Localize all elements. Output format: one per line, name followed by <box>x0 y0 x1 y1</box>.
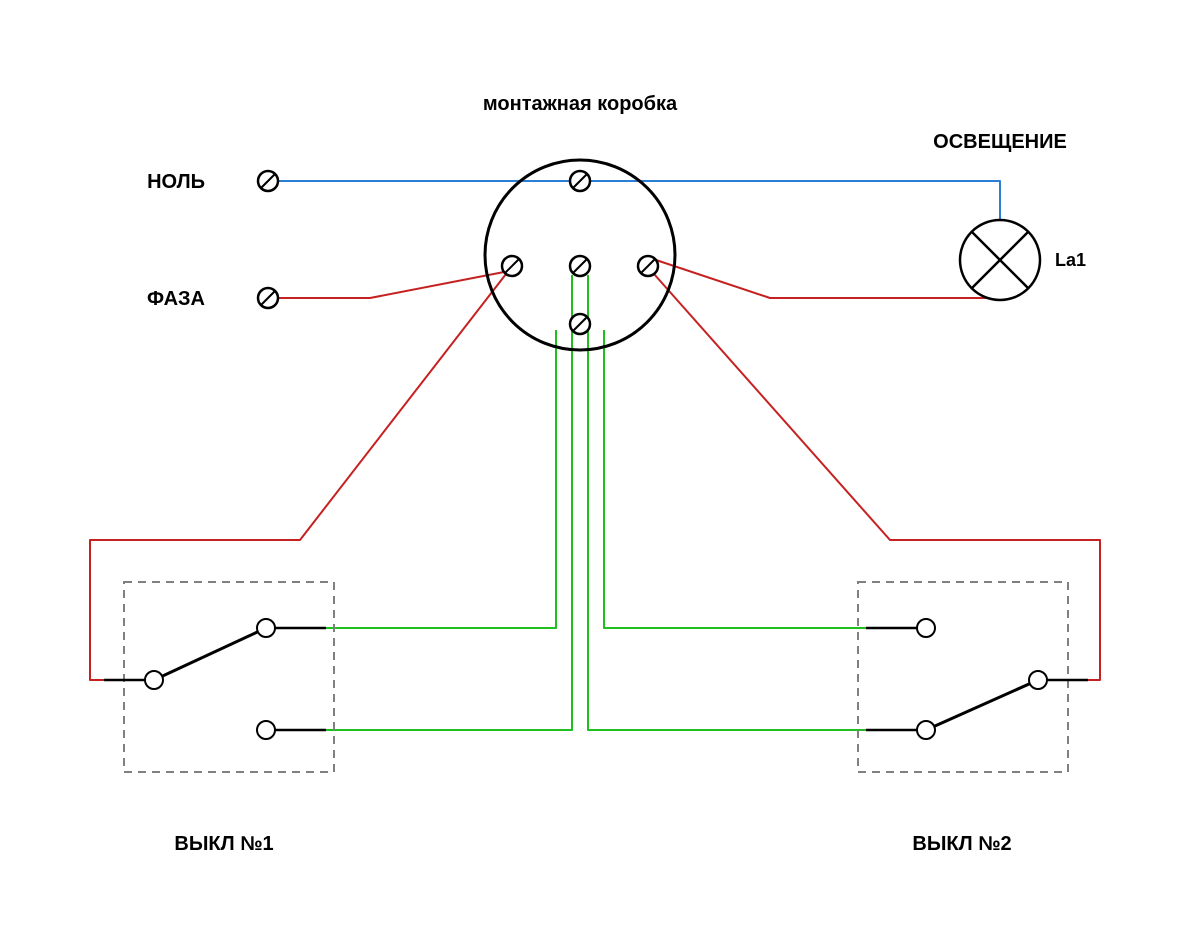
g-wires-phase-seg-2 <box>90 274 506 680</box>
phase-terminal <box>258 288 278 308</box>
switch-1-lever <box>154 628 266 680</box>
g-wires-phase-seg-1 <box>656 260 1000 298</box>
switch-1-t-top <box>257 619 275 637</box>
switch-2-lever <box>926 680 1038 730</box>
label-lamp: La1 <box>1055 250 1086 270</box>
switch-2-t-top <box>917 619 935 637</box>
switch-1-t-bot <box>257 721 275 739</box>
label-switch1: ВЫКЛ №1 <box>174 833 273 855</box>
label-junction_box: монтажная коробка <box>483 93 678 115</box>
lamp <box>960 220 1040 300</box>
switch-2-common <box>1029 671 1047 689</box>
input-terminals <box>258 171 278 308</box>
g-wires-traveler-seg-1 <box>275 275 572 730</box>
g-wires-neutral-seg-1 <box>590 181 1000 220</box>
junction-terminal-top <box>570 171 590 191</box>
label-lighting: ОСВЕЩЕНИЕ <box>933 131 1067 153</box>
label-neutral: НОЛЬ <box>147 171 205 193</box>
junction-terminal-right <box>638 256 658 276</box>
traveler-wires <box>275 275 917 730</box>
wiring-diagram: монтажная коробка НОЛЬ ФАЗА ОСВЕЩЕНИЕ La1 ВЫК… <box>0 0 1190 941</box>
g-wires-traveler-seg-2 <box>604 330 917 628</box>
junction-terminal-left <box>502 256 522 276</box>
label-switch2: ВЫКЛ №2 <box>912 833 1011 855</box>
junction-box <box>485 160 675 350</box>
g-wires-phase-seg-3 <box>654 274 1100 680</box>
junction-terminal-bottom <box>570 314 590 334</box>
g-wires-traveler-seg-0 <box>275 330 556 628</box>
neutral-terminal <box>258 171 278 191</box>
labels: монтажная коробка НОЛЬ ФАЗА ОСВЕЩЕНИЕ La1 ВЫК… <box>147 93 1086 855</box>
phase-wires <box>90 260 1100 680</box>
neutral-wires <box>278 181 1000 220</box>
switch-1 <box>104 582 334 772</box>
switch-2-t-bot <box>917 721 935 739</box>
switch-2 <box>858 582 1088 772</box>
junction-terminal-center <box>570 256 590 276</box>
label-phase: ФАЗА <box>147 288 205 310</box>
g-wires-traveler-seg-3 <box>588 275 917 730</box>
g-wires-phase-seg-0 <box>278 272 504 298</box>
switch-1-common <box>145 671 163 689</box>
